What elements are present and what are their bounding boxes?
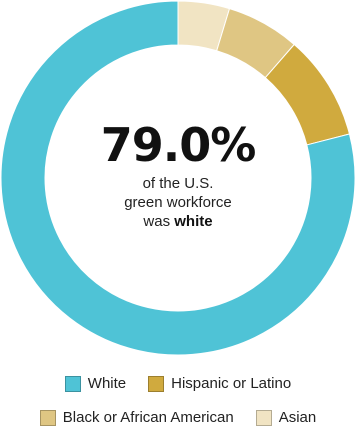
- legend-item-asian: Asian: [255, 408, 317, 428]
- headline-caption: of the U.S. green workforce was white: [78, 174, 278, 231]
- caption-line-1: of the U.S.: [142, 175, 214, 192]
- caption-line-3: was white: [78, 212, 278, 231]
- legend-item-hispanic: Hispanic or Latino: [148, 374, 291, 394]
- legend-item-white: White: [64, 374, 127, 394]
- donut-chart: [0, 0, 356, 356]
- legend-item-black: Black or African American: [39, 408, 234, 428]
- legend-label-asian: Asian: [278, 409, 317, 426]
- legend-swatch-hispanic: [148, 376, 165, 392]
- legend-label-white: White: [87, 375, 127, 392]
- legend-swatch-asian: [255, 410, 272, 426]
- legend-row-1: White Hispanic or Latino: [0, 374, 356, 394]
- caption-line-2: green workforce: [124, 194, 232, 211]
- caption-line-3-emphasis: white: [174, 213, 213, 230]
- slice-white: [0, 0, 356, 356]
- legend-label-black: Black or African American: [62, 409, 234, 426]
- headline-percentage: 79.0%: [100, 118, 257, 172]
- legend-row-2: Black or African American Asian: [0, 408, 356, 428]
- legend-swatch-black: [39, 410, 56, 426]
- legend-swatch-white: [64, 376, 81, 392]
- caption-line-3-prefix: was: [143, 213, 175, 230]
- legend-label-hispanic: Hispanic or Latino: [171, 375, 292, 392]
- center-label: 79.0% of the U.S. green workforce was wh…: [78, 118, 278, 231]
